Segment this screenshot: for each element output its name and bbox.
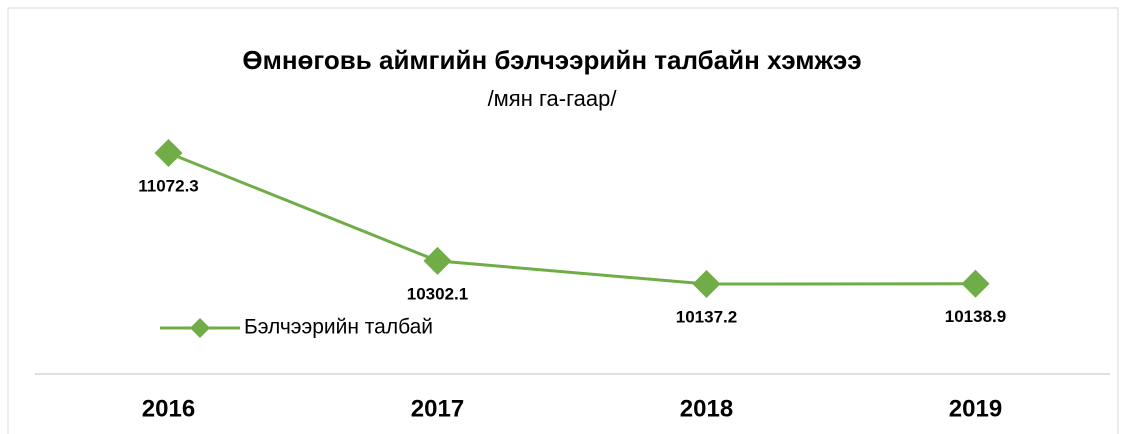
point-marker (692, 270, 721, 298)
data-label: 10302.1 (407, 284, 468, 303)
legend-marker (190, 318, 210, 338)
x-tick-label: 2017 (411, 395, 464, 422)
data-label: 10137.2 (676, 307, 737, 326)
chart-title: Өмнөговь аймгийн бэлчээрийн талбайн хэмж… (242, 45, 861, 75)
x-tick-label: 2019 (949, 395, 1002, 422)
series-line (167, 151, 976, 286)
data-label: 11072.3 (138, 176, 199, 195)
point-marker (961, 269, 990, 298)
point-marker (423, 246, 452, 275)
chart-subtitle: /мян га-гаар/ (488, 86, 618, 111)
point-marker (154, 139, 183, 167)
x-tick-label: 2018 (680, 395, 733, 422)
chart-frame (7, 7, 1119, 434)
x-tick-label: 2016 (142, 395, 195, 422)
data-label: 10138.9 (945, 307, 1006, 326)
legend-label: Бэлчээрийн талбай (244, 316, 433, 339)
